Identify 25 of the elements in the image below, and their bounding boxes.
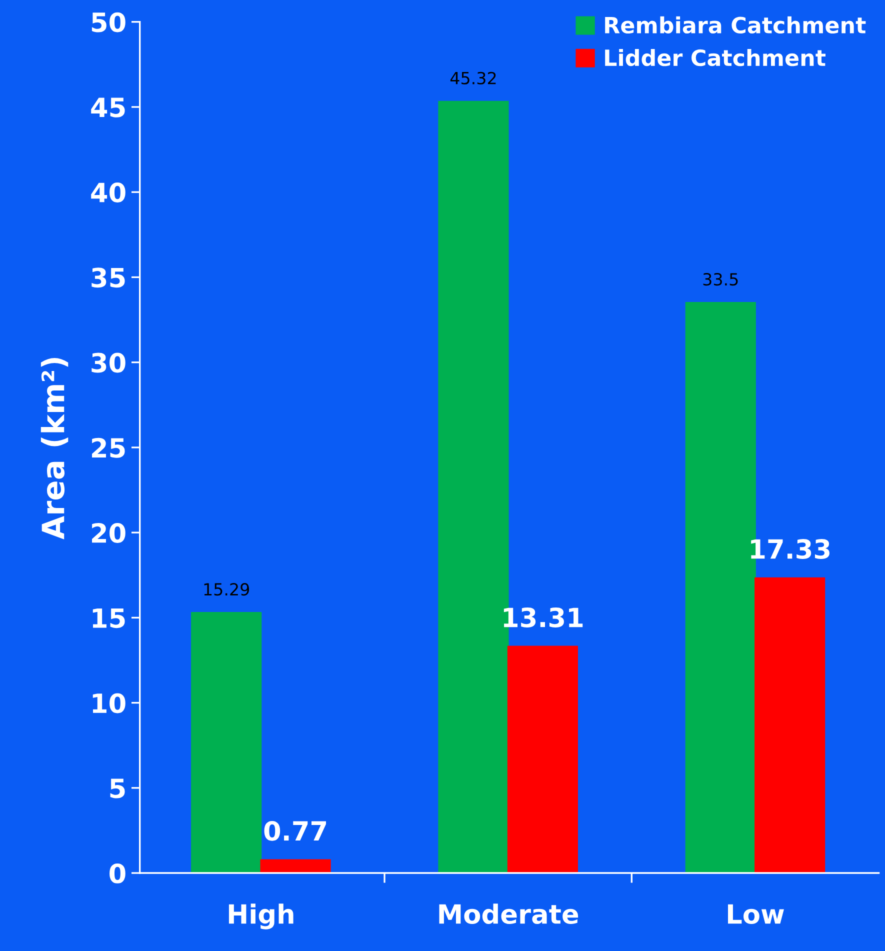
y-tick-label: 10 (92, 693, 126, 714)
y-tick-label: 5 (110, 778, 125, 798)
y-tick-label: 35 (92, 268, 125, 288)
y-tick-label: 25 (92, 438, 125, 458)
legend-label: Lidder Catchment (605, 48, 826, 66)
data-label: 45.32 (450, 72, 496, 84)
legend-label: Rembiara Catchment (605, 16, 866, 34)
x-tick-label: Low (728, 904, 784, 924)
bar (507, 646, 578, 874)
y-tick-label: 50 (92, 12, 126, 32)
bar (754, 577, 826, 874)
y-tick-label: 40 (91, 182, 126, 203)
y-tick-label: 30 (92, 352, 126, 373)
data-label: 15.29 (204, 583, 250, 596)
x-tick-label: Moderate (439, 904, 578, 924)
data-label: 33.5 (703, 273, 738, 286)
y-tick-label: 15 (92, 608, 125, 628)
y-tick-label: 0 (110, 863, 126, 884)
x-tick-label: High (228, 904, 294, 930)
y-axis-title: Area (km²) (40, 358, 68, 540)
bar (260, 859, 331, 874)
bar (191, 612, 262, 874)
y-tick-label: 45 (91, 98, 125, 118)
y-tick-label: 20 (92, 523, 126, 543)
data-label: 0.77 (264, 820, 326, 841)
